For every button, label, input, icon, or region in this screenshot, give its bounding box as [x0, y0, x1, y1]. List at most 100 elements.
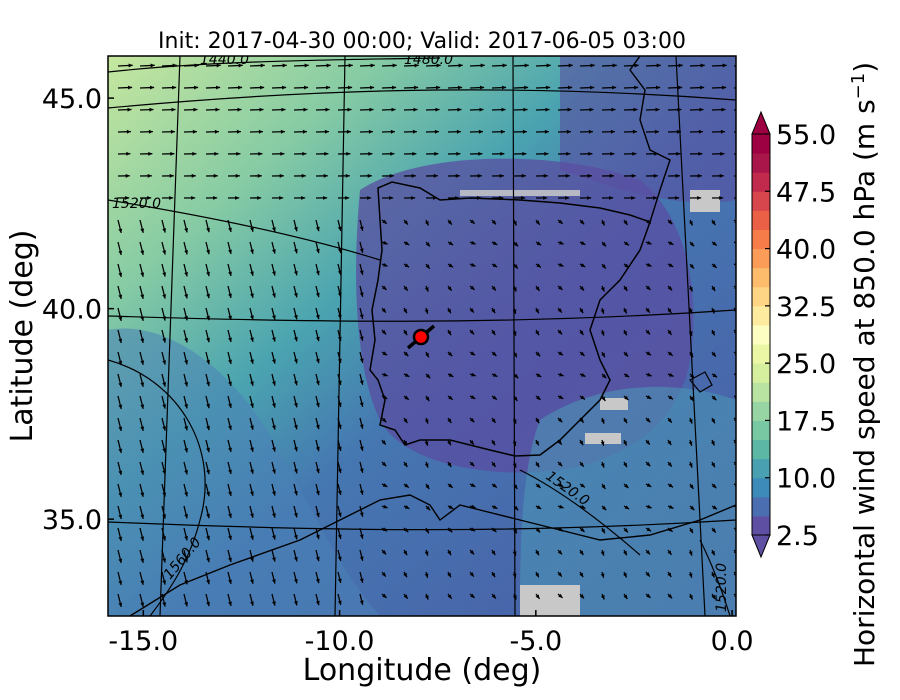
wind-arrow-head: [448, 263, 454, 268]
colorbar-label-superscript: −1: [848, 73, 869, 100]
wind-arrow-head: [293, 226, 298, 232]
wind-arrow-head: [293, 336, 298, 342]
wind-arrow-head: [688, 463, 693, 468]
wind-arrow-head: [513, 528, 517, 534]
wind-arrow-head: [447, 572, 451, 578]
wind-arrow-head: [370, 85, 375, 90]
wind-arrow-head: [470, 593, 475, 598]
wind-arrow-head: [559, 262, 564, 267]
wind-arrow-head: [381, 330, 387, 335]
wind-arrow-head: [535, 308, 539, 314]
wind-arrow-head: [500, 129, 505, 134]
wind-arrow-head: [424, 441, 429, 446]
wind-arrow-head: [206, 557, 210, 563]
wind-arrow-head: [447, 286, 452, 291]
wind-arrow-head: [315, 358, 320, 364]
wind-arrow-head: [667, 440, 672, 446]
wind-arrow-head: [646, 395, 652, 399]
wind-arrow-head: [359, 314, 364, 319]
wind-arrow-head: [184, 404, 189, 409]
wind-arrow-head: [326, 85, 331, 90]
wind-arrow-head: [140, 558, 145, 563]
wind-arrow-head: [499, 195, 504, 200]
wind-arrow-head: [502, 63, 507, 68]
wind-arrow-head: [579, 462, 584, 467]
wind-arrow-head: [675, 173, 680, 178]
wind-arrow-head: [580, 505, 586, 509]
wind-arrow-head: [184, 470, 189, 475]
wind-arrow-head: [118, 448, 123, 454]
wind-arrow-head: [302, 129, 307, 134]
wind-arrow-head: [602, 373, 607, 379]
wind-arrow-head: [293, 402, 298, 408]
wind-arrow-head: [118, 492, 123, 498]
wind-arrow-head: [470, 417, 475, 423]
wind-arrow-head: [280, 129, 285, 134]
wind-arrow-head: [492, 395, 497, 400]
wind-arrow-head: [612, 85, 617, 90]
wind-arrow-head: [272, 601, 276, 606]
wind-arrow-head: [272, 227, 276, 232]
wind-arrow-head: [382, 417, 387, 423]
wind-arrow-head: [206, 359, 210, 365]
wind-arrow-head: [480, 85, 485, 90]
wind-arrow-head: [448, 505, 454, 509]
wind-arrow-head: [293, 292, 298, 298]
colorbar-segment: [752, 420, 770, 441]
wind-arrow-head: [206, 337, 210, 343]
wind-arrow-head: [513, 242, 518, 247]
wind-arrow-head: [536, 483, 541, 488]
wind-arrow-head: [169, 195, 174, 200]
wind-arrow-head: [469, 550, 475, 555]
wind-arrow-head: [184, 360, 189, 365]
wind-arrow-head: [579, 572, 584, 578]
wind-arrow-head: [491, 220, 497, 225]
colorbar-tick-label: 40.0: [776, 235, 836, 266]
wind-arrow-head: [469, 308, 474, 313]
colorbar-frame: [751, 133, 771, 536]
wind-arrow-head: [194, 85, 199, 90]
wind-arrow-head: [447, 550, 452, 556]
colorbar-segment: [752, 172, 770, 192]
wind-arrow-head: [118, 558, 123, 564]
wind-arrow-head: [184, 228, 189, 233]
graticule: [108, 56, 736, 616]
wind-arrow-head: [667, 462, 672, 467]
wind-arrow-head: [315, 512, 320, 518]
wind-arrow-head: [315, 468, 320, 474]
wind-arrow-head: [512, 419, 517, 424]
wind-arrow-head: [184, 294, 189, 299]
colorbar-tick-label: 25.0: [776, 349, 836, 380]
wind-arrow-head: [359, 446, 364, 451]
wind-arrow-head: [634, 63, 639, 68]
wind-arrow-head: [546, 85, 551, 90]
wind-arrow-head: [250, 359, 254, 364]
wind-arrow-head: [282, 63, 287, 68]
wind-arrow-head: [535, 286, 540, 291]
wind-arrow-head: [272, 293, 276, 298]
wind-arrow-head: [600, 309, 605, 314]
wind-arrow-head: [228, 337, 232, 343]
colorbar-segment: [752, 267, 770, 288]
colorbar-label: Horizontal wind speed at 850.0 hPa (m s−…: [848, 62, 881, 667]
wind-arrow-head: [491, 308, 496, 314]
wind-arrow-head: [403, 462, 408, 467]
colorbar: [751, 110, 771, 559]
colorbar-label-main: Horizontal wind speed at 850.0 hPa (m s: [848, 99, 881, 667]
wind-arrow-head: [535, 462, 540, 468]
wind-arrow-head: [492, 483, 497, 488]
wind-arrow-head: [162, 602, 167, 607]
wind-arrow-head: [667, 550, 672, 555]
missing-data-patch: [460, 190, 580, 196]
wind-arrow-head: [206, 227, 210, 233]
wind-arrow-head: [118, 602, 123, 608]
wind-arrow-head: [293, 270, 298, 276]
wind-arrow-head: [140, 426, 145, 431]
wind-arrow-shaft: [733, 505, 736, 508]
wind-arrow-head: [535, 594, 540, 599]
wind-arrow-head: [140, 250, 145, 255]
wind-arrow-head: [162, 316, 167, 321]
wind-arrow-shaft: [733, 241, 736, 244]
wind-arrow-head: [522, 129, 527, 134]
wind-arrow-head: [623, 440, 627, 446]
